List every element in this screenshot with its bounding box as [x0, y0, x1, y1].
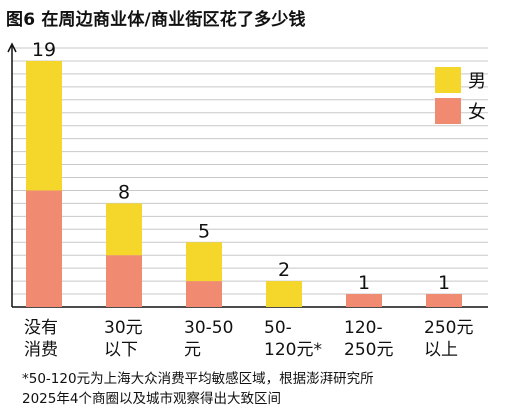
x-tick-label: 120-	[344, 318, 383, 338]
bar-segment-male	[186, 242, 222, 282]
y-axis-arrow	[7, 42, 17, 53]
x-tick-label: 消费	[24, 340, 58, 360]
legend-label: 男	[468, 71, 486, 92]
value-labels: 19 8 5 2 1 1	[32, 39, 450, 294]
value-label: 5	[198, 220, 210, 242]
footnote-line-2: 2025年4个商圈以及城市观察得出大致区间	[22, 391, 281, 407]
bar-segment-male	[266, 281, 302, 307]
x-tick-label: 以下	[104, 340, 138, 360]
bar-segment-female	[346, 294, 382, 307]
value-label: 2	[278, 259, 290, 281]
bar-segment-female	[106, 255, 142, 307]
x-tick-label: 元	[184, 340, 201, 360]
bar-segment-female	[186, 281, 222, 307]
x-tick-label: 250元	[424, 318, 473, 338]
value-label: 1	[358, 272, 370, 294]
bar-segment-female	[426, 294, 462, 307]
x-tick-label: 30元	[104, 318, 143, 338]
x-tick-label: 250元	[344, 340, 393, 360]
value-label: 1	[438, 272, 450, 294]
footnote-line-1: *50-120元为上海大众消费平均敏感区域，根据澎湃研究所	[22, 371, 374, 387]
legend-swatch	[435, 98, 461, 124]
legend-label: 女	[468, 102, 486, 123]
gridlines	[12, 47, 488, 295]
x-tick-label: 以上	[424, 340, 458, 360]
x-tick-label: 120元*	[264, 340, 322, 360]
x-tick-label: 30-50	[184, 318, 233, 338]
bar-segment-male	[26, 60, 62, 191]
legend: 男女	[435, 67, 486, 124]
value-label: 19	[32, 39, 56, 61]
axes	[7, 42, 488, 308]
bars	[26, 60, 462, 307]
bar-segment-male	[106, 203, 142, 256]
legend-swatch	[435, 67, 461, 93]
x-tick-label: 50-	[264, 318, 292, 338]
footnote: *50-120元为上海大众消费平均敏感区域，根据澎湃研究所 2025年4个商圈以…	[22, 369, 508, 409]
bar-segment-female	[26, 190, 62, 307]
value-label: 8	[118, 181, 130, 203]
x-tick-label: 没有	[24, 318, 58, 338]
chart-title: 图6 在周边商业体/商业街区花了多少钱	[6, 10, 306, 30]
